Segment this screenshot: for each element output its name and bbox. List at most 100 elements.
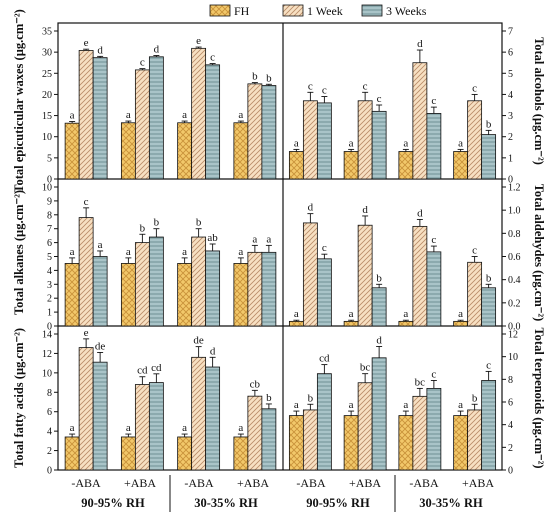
bar-fh bbox=[64, 122, 80, 180]
significance-label: a bbox=[294, 399, 299, 411]
significance-label: c bbox=[431, 234, 436, 246]
bar-1-week bbox=[357, 100, 373, 180]
bar-3-weeks bbox=[426, 113, 442, 180]
y-tick-label: 7 bbox=[47, 224, 52, 235]
significance-label: a bbox=[458, 308, 463, 320]
bar-fh bbox=[64, 436, 80, 471]
y-tick-label: 2 bbox=[47, 294, 52, 305]
y-axis-title: Total aldehydes (µg.cm⁻²) bbox=[532, 184, 546, 322]
significance-label: b bbox=[486, 118, 492, 130]
y-tick-label: 30 bbox=[42, 48, 52, 59]
legend-label-fh: FH bbox=[234, 4, 250, 18]
y-tick-label: 8 bbox=[508, 375, 513, 386]
significance-label: a bbox=[126, 246, 131, 258]
significance-label: a bbox=[182, 246, 187, 258]
significance-label: e bbox=[84, 37, 89, 49]
bar-1-week bbox=[412, 62, 428, 180]
y-axis-title: Total alcohols (µg.cm⁻²) bbox=[532, 37, 546, 165]
y-tick-label: 10 bbox=[508, 352, 518, 363]
significance-label: a bbox=[238, 246, 243, 258]
significance-label: b bbox=[376, 272, 382, 284]
bar-3-weeks bbox=[316, 258, 332, 327]
significance-label: a bbox=[98, 239, 103, 251]
bar-3-weeks bbox=[426, 387, 442, 471]
significance-label: c bbox=[431, 95, 436, 107]
significance-label: e bbox=[84, 327, 89, 339]
bar-3-weeks bbox=[148, 236, 164, 327]
y-tick-label: 8 bbox=[47, 388, 52, 399]
y-tick-label: 0 bbox=[508, 175, 513, 186]
significance-label: a bbox=[70, 246, 75, 258]
significance-label: a bbox=[70, 422, 75, 434]
significance-label: d bbox=[154, 44, 160, 56]
bar-fh bbox=[288, 320, 304, 327]
y-tick-label: 0 bbox=[47, 466, 52, 477]
bar-3-weeks bbox=[92, 361, 108, 471]
y-tick-label: 0 bbox=[47, 322, 52, 333]
significance-label: a bbox=[266, 233, 271, 245]
significance-label: c bbox=[363, 80, 368, 92]
significance-label: d bbox=[210, 345, 216, 357]
significance-label: cd bbox=[137, 365, 148, 377]
x-label-left-2: +ABA bbox=[124, 476, 156, 490]
y-tick-label: 3 bbox=[508, 111, 513, 122]
significance-label: a bbox=[238, 422, 243, 434]
rh-label-right-1: 90-95% RH bbox=[306, 496, 370, 510]
significance-label: a bbox=[294, 308, 299, 320]
rh-label-left-1: 90-95% RH bbox=[81, 496, 145, 510]
y-tick-label: 7 bbox=[508, 27, 513, 38]
significance-label: c bbox=[431, 368, 436, 380]
y-tick-label: 1 bbox=[508, 153, 513, 164]
significance-label: bc bbox=[415, 376, 426, 388]
bar-3-weeks bbox=[261, 408, 277, 471]
bar-1-week bbox=[78, 217, 94, 327]
bar-fh bbox=[120, 436, 136, 471]
significance-label: b bbox=[252, 71, 258, 83]
y-tick-label: 2 bbox=[508, 443, 513, 454]
y-axis-title: Total epicuticular waxes (µg.cm⁻²) bbox=[12, 9, 26, 193]
significance-label: a bbox=[182, 109, 187, 121]
panel-middle-right: 0.0 0.2 0.4 0.6 0.8 1.0 1.2 Total aldehydes (µg… bbox=[288, 183, 546, 333]
significance-label: b bbox=[196, 217, 202, 229]
bar-1-week bbox=[247, 251, 263, 327]
bar-1-week bbox=[467, 261, 483, 327]
significance-label: c bbox=[486, 359, 491, 371]
bar-3-weeks bbox=[205, 64, 221, 180]
y-tick-label: 1.2 bbox=[508, 183, 521, 194]
significance-label: cd bbox=[319, 353, 330, 365]
significance-label: b bbox=[154, 217, 160, 229]
significance-label: de bbox=[95, 340, 106, 352]
y-tick-label: 1 bbox=[47, 308, 52, 319]
x-label-left-3: -ABA bbox=[184, 476, 214, 490]
x-label-left-4: +ABA bbox=[237, 476, 269, 490]
bar-fh bbox=[398, 320, 414, 327]
bar-fh bbox=[288, 415, 304, 471]
bar-1-week bbox=[412, 395, 428, 471]
y-tick-label: 9 bbox=[47, 196, 52, 207]
significance-label: e bbox=[196, 35, 201, 47]
bar-fh bbox=[177, 122, 193, 180]
significance-label: c bbox=[308, 80, 313, 92]
significance-label: c bbox=[140, 57, 145, 69]
bar-1-week bbox=[247, 395, 263, 471]
significance-label: c bbox=[472, 245, 477, 257]
significance-label: a bbox=[403, 137, 408, 149]
significance-label: ab bbox=[207, 232, 218, 244]
bar-1-week bbox=[302, 222, 318, 327]
bar-1-week bbox=[134, 242, 150, 327]
significance-label: c bbox=[210, 52, 215, 64]
y-tick-label: 3 bbox=[47, 280, 52, 291]
y-tick-label: 0.8 bbox=[508, 229, 521, 240]
significance-label: a bbox=[458, 399, 463, 411]
bar-3-weeks bbox=[316, 373, 332, 471]
y-tick-label: 2 bbox=[508, 132, 513, 143]
bar-1-week bbox=[191, 236, 207, 327]
bar-3-weeks bbox=[261, 251, 277, 327]
significance-label: cb bbox=[250, 378, 261, 390]
y-tick-label: 4 bbox=[47, 266, 52, 277]
legend-swatch-fh bbox=[209, 4, 231, 17]
legend-item-1-week: 1 Week bbox=[282, 4, 343, 18]
